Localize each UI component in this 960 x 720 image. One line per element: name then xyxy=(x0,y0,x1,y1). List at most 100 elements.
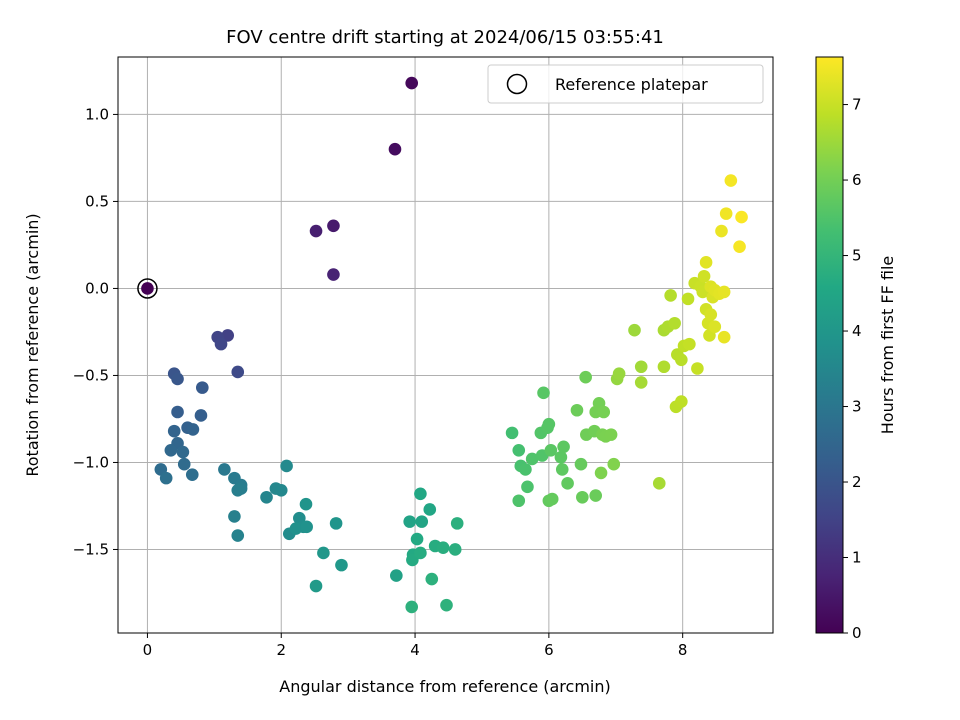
data-point xyxy=(317,546,330,560)
data-point xyxy=(512,494,526,508)
data-point xyxy=(735,210,748,224)
data-point xyxy=(555,463,569,476)
data-point xyxy=(141,282,154,295)
data-point xyxy=(717,330,731,344)
data-point xyxy=(329,517,343,530)
data-point xyxy=(542,417,556,431)
data-point xyxy=(628,323,641,337)
colorbar-ticks: 0 1 2 3 4 5 6 7 xyxy=(843,96,862,642)
data-point xyxy=(159,471,173,485)
colorbar-tick-label: 7 xyxy=(852,96,862,114)
colorbar-tick-label: 5 xyxy=(852,247,862,265)
data-point xyxy=(167,424,181,438)
data-point xyxy=(218,463,231,476)
data-point xyxy=(574,457,588,471)
data-point xyxy=(576,490,589,504)
data-point xyxy=(440,598,453,612)
data-point xyxy=(423,503,437,516)
x-axis-label: Angular distance from reference (arcmin) xyxy=(279,677,610,696)
data-point xyxy=(537,386,550,400)
legend-box xyxy=(487,64,764,104)
data-point xyxy=(177,457,191,471)
data-point xyxy=(299,497,313,511)
data-point xyxy=(260,490,273,504)
data-point xyxy=(186,423,200,436)
legend: Reference platepar xyxy=(487,64,764,104)
data-point xyxy=(719,207,733,220)
data-point xyxy=(228,510,241,523)
data-point xyxy=(717,285,731,299)
data-point xyxy=(214,337,228,351)
data-point xyxy=(634,360,648,374)
reference-marker xyxy=(137,278,158,299)
data-point xyxy=(699,256,713,269)
data-point xyxy=(185,468,199,481)
data-point xyxy=(579,370,592,384)
data-point xyxy=(194,409,208,422)
chart-title: FOV centre drift starting at 2024/06/15 … xyxy=(226,27,664,48)
data-point xyxy=(415,515,429,528)
data-point xyxy=(231,529,245,542)
y-ticks: −1.5 −1.0 −0.5 0.0 0.5 1.0 xyxy=(73,105,118,558)
data-point xyxy=(708,320,722,334)
data-point xyxy=(512,443,526,457)
data-point xyxy=(274,484,288,497)
colorbar-label: Hours from first FF file xyxy=(878,256,897,435)
data-point xyxy=(164,443,178,457)
data-point xyxy=(607,457,621,471)
data-point xyxy=(691,362,704,375)
y-tick-label: −0.5 xyxy=(73,366,109,384)
data-point xyxy=(675,395,688,408)
data-point xyxy=(604,428,618,441)
data-point xyxy=(425,572,439,586)
data-point xyxy=(405,600,419,614)
data-point xyxy=(681,292,695,306)
data-point xyxy=(405,76,419,90)
y-tick-label: 0.0 xyxy=(85,279,109,297)
data-point xyxy=(448,543,462,556)
data-point xyxy=(683,337,696,351)
data-point xyxy=(697,269,711,283)
data-point xyxy=(196,381,209,394)
data-point xyxy=(390,569,403,582)
data-point xyxy=(521,480,534,494)
colorbar-tick-label: 3 xyxy=(852,398,862,416)
x-tick-label: 0 xyxy=(143,641,153,659)
data-point xyxy=(589,489,603,502)
data-point xyxy=(544,443,558,457)
data-point xyxy=(171,372,184,386)
data-point xyxy=(221,329,235,342)
x-tick-label: 8 xyxy=(678,641,688,659)
data-point xyxy=(300,520,313,534)
data-point xyxy=(436,541,450,555)
data-point xyxy=(554,450,568,464)
data-point xyxy=(414,546,427,560)
colorbar-tick-label: 4 xyxy=(852,322,862,340)
data-point xyxy=(403,515,417,528)
plot-frame xyxy=(117,56,774,634)
colorbar-tick-label: 2 xyxy=(852,473,862,491)
y-tick-label: 1.0 xyxy=(85,105,109,123)
data-point xyxy=(231,484,245,497)
data-point xyxy=(176,445,190,459)
gridlines xyxy=(118,57,773,633)
data-point xyxy=(545,492,559,506)
y-tick-label: 0.5 xyxy=(85,192,109,210)
data-point xyxy=(668,316,681,330)
colorbar-tick-label: 0 xyxy=(852,624,862,642)
data-point xyxy=(327,219,340,233)
data-point xyxy=(715,224,728,238)
legend-marker-icon xyxy=(506,73,528,95)
data-point xyxy=(704,308,718,321)
data-point xyxy=(289,522,303,535)
data-point xyxy=(733,240,746,253)
data-point xyxy=(675,353,688,367)
scatter-points xyxy=(141,76,748,614)
data-point xyxy=(505,426,519,440)
y-axis-label: Rotation from reference (arcmin) xyxy=(23,213,42,476)
data-point xyxy=(594,466,608,480)
colorbar-gradient xyxy=(815,56,844,634)
colorbar: 0 1 2 3 4 5 6 7 Hours from first FF file xyxy=(815,56,897,642)
legend-entry-reference: Reference platepar xyxy=(555,75,708,94)
